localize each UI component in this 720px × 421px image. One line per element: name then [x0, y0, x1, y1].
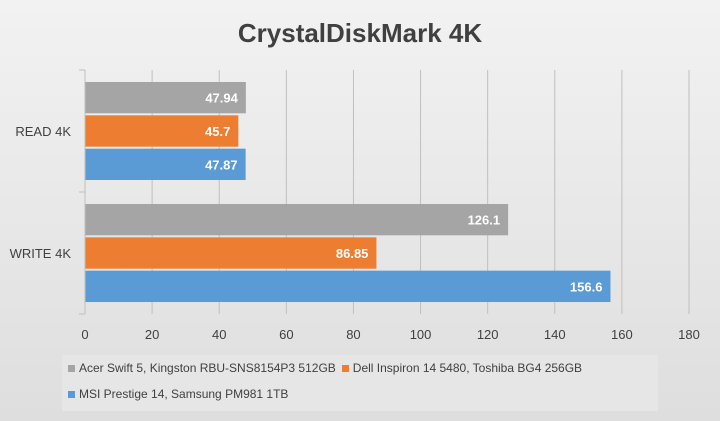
legend-item-series-1: Acer Swift 5, Kingston RBU-SNS8154P3 512…: [68, 361, 336, 375]
legend-item-series-2: Dell Inspiron 14 5480, Toshiba BG4 256GB: [341, 361, 583, 375]
legend: Acer Swift 5, Kingston RBU-SNS8154P3 512…: [62, 355, 658, 411]
x-tick-label: 100: [410, 327, 432, 342]
legend-swatch-series-2: [341, 364, 349, 372]
x-tick-label: 60: [279, 327, 293, 342]
legend-row-1: Acer Swift 5, Kingston RBU-SNS8154P3 512…: [62, 355, 658, 381]
bars: 47.94 45.7 47.87 126.1 86.85 156.6: [85, 81, 611, 303]
x-tick-label: 120: [477, 327, 499, 342]
bar: [85, 115, 239, 147]
category-label: WRITE 4K: [10, 246, 72, 261]
bar: [85, 81, 246, 114]
axes: 0 20 40 60 80 100 120 140 160 180 READ 4K WRITE 4K: [10, 69, 700, 342]
legend-swatch-series-1: [68, 364, 75, 372]
legend-label-series-2: Dell Inspiron 14 5480, Toshiba BG4 256GB: [352, 361, 583, 375]
x-tick-label: 160: [611, 327, 633, 342]
x-tick-label: 180: [678, 327, 700, 342]
bar: [85, 148, 246, 181]
x-tick-label: 20: [145, 327, 159, 342]
category-label: READ 4K: [15, 124, 71, 139]
x-tick-label: 140: [544, 327, 566, 342]
bar-value-label: 156.6: [570, 279, 603, 294]
bar-value-label: 47.94: [205, 91, 238, 106]
x-tick-label: 0: [81, 327, 88, 342]
bar: [85, 237, 377, 269]
legend-swatch-series-3: [68, 390, 75, 398]
bar-value-label: 45.7: [205, 124, 230, 139]
bar-value-label: 86.85: [336, 246, 369, 261]
bar-value-label: 47.87: [205, 157, 238, 172]
bar: [85, 270, 611, 303]
legend-row-2: MSI Prestige 14, Samsung PM981 1TB: [62, 381, 658, 407]
legend-item-series-3: MSI Prestige 14, Samsung PM981 1TB: [68, 387, 288, 401]
legend-label-series-1: Acer Swift 5, Kingston RBU-SNS8154P3 512…: [79, 361, 336, 375]
bar-value-label: 126.1: [468, 213, 501, 228]
x-tick-label: 40: [212, 327, 226, 342]
bar: [85, 203, 509, 236]
legend-label-series-3: MSI Prestige 14, Samsung PM981 1TB: [79, 387, 289, 401]
x-tick-label: 80: [346, 327, 360, 342]
chart-title: CrystalDiskMark 4K: [238, 18, 482, 48]
